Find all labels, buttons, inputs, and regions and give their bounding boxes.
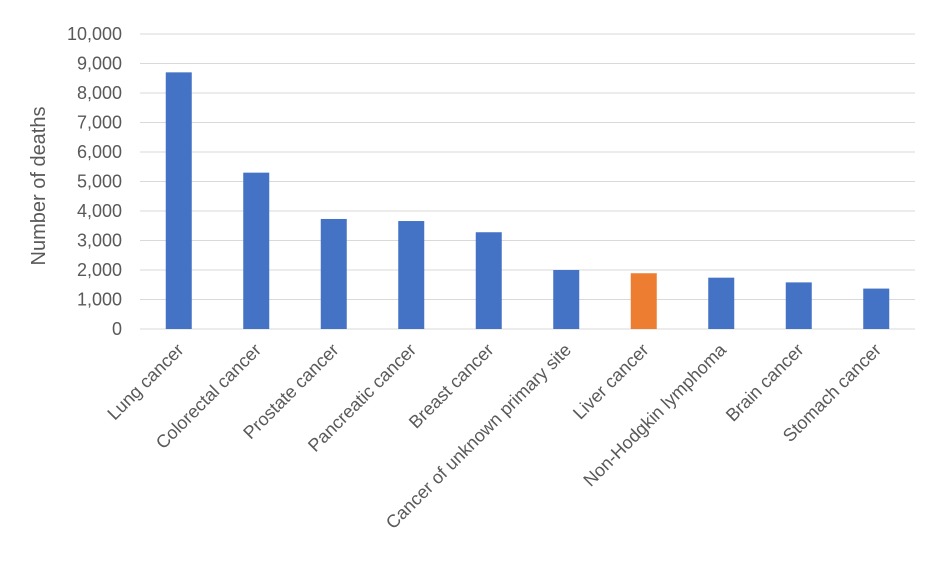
- bar-pancreatic-cancer: [398, 221, 425, 329]
- y-tick-label: 1,000: [77, 290, 122, 310]
- bar-cancer-of-unknown-primary-site: [553, 270, 580, 329]
- x-tick-label: Brain cancer: [722, 340, 808, 426]
- x-tick-label: Liver cancer: [569, 340, 652, 423]
- bar-liver-cancer: [630, 273, 657, 329]
- bars: [165, 72, 890, 329]
- bar-lung-cancer: [165, 72, 192, 329]
- y-tick-label: 2,000: [77, 260, 122, 280]
- y-tick-label: 3,000: [77, 231, 122, 251]
- x-tick-label: Non-Hodgkin lymphoma: [579, 339, 730, 490]
- y-tick-label: 9,000: [77, 54, 122, 74]
- y-tick-label: 6,000: [77, 142, 122, 162]
- bar-non-hodgkin-lymphoma: [708, 277, 735, 329]
- y-axis-title: Number of deaths: [28, 107, 50, 266]
- y-tick-label: 7,000: [77, 113, 122, 133]
- bar-breast-cancer: [475, 232, 502, 329]
- bar-prostate-cancer: [320, 218, 347, 329]
- bar-stomach-cancer: [863, 288, 890, 329]
- y-tick-label: 0: [112, 319, 122, 339]
- bar-colorectal-cancer: [243, 172, 270, 329]
- y-tick-labels: 0 1,000 2,000 3,000 4,000 5,000 6,000 7,000 8,00…: [67, 24, 122, 339]
- y-tick-label: 8,000: [77, 83, 122, 103]
- y-tick-label: 10,000: [67, 24, 122, 44]
- bar-brain-cancer: [785, 282, 812, 329]
- x-tick-label: Lung cancer: [103, 340, 187, 424]
- y-tick-label: 4,000: [77, 201, 122, 221]
- y-tick-label: 5,000: [77, 172, 122, 192]
